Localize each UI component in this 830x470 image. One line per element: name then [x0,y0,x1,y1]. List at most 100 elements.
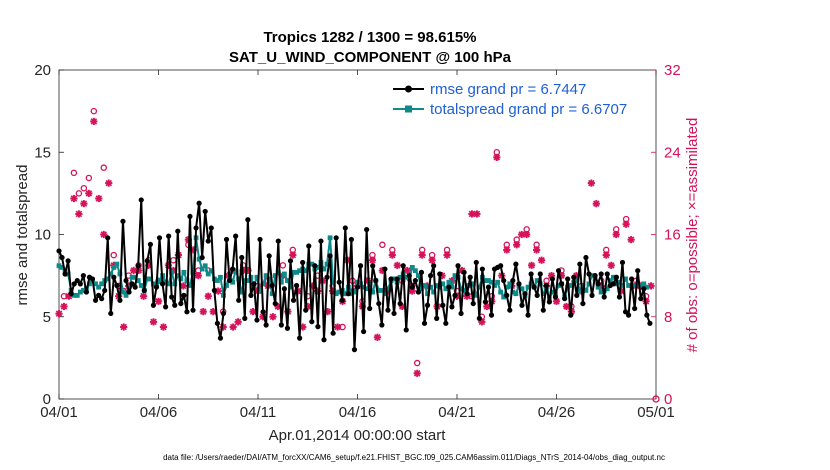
totalspread-point [321,266,327,272]
totalspread-point [275,269,281,275]
rmse-point [482,299,489,305]
obs-assimilated-point [612,230,620,239]
totalspread-point [620,283,625,288]
rmse-point [120,218,126,224]
obs-assimilated-point [105,179,113,187]
rmse-point [354,284,361,290]
obs-assimilated-point [607,261,615,269]
obs-possible-point [85,174,93,182]
rmse-point [284,325,291,331]
totalspread-point [163,279,169,285]
totalspread-point [595,284,601,290]
obs-assimilated-point [418,251,426,259]
rmse-point [324,274,330,280]
rmse-point [571,274,577,280]
obs-assimilated-point [234,318,242,326]
rmse-point [141,287,147,294]
totalspread-point [56,263,62,269]
totalspread-point [446,279,452,285]
x-tick-label: 05/01 [637,404,675,421]
obs-assimilated-point [443,251,451,259]
rmse-point [339,297,345,303]
y-right-tick-label: 0 [664,391,672,408]
rmse-point [452,292,458,298]
totalspread-point [626,283,631,288]
totalspread-point [641,281,647,287]
y-tick-label: 15 [34,144,51,161]
rmse-point [622,309,629,315]
rmse-point [525,312,531,318]
totalspread-point [111,265,117,270]
rmse-point [129,281,135,287]
rmse-point [409,284,415,290]
obs-assimilated-point [388,251,396,259]
totalspread-point [361,284,366,290]
totalspread-point [598,289,604,295]
obs-possible-point [413,359,421,367]
obs-assimilated-point [413,369,421,377]
rmse-point [178,300,184,307]
totalspread-point [452,273,458,279]
totalspread-point [99,281,105,287]
rmse-point [568,312,574,318]
rmse-point [138,197,144,203]
rmse-point [440,302,446,308]
x-tick-label: 04/06 [140,404,178,421]
rmse-point [111,274,117,280]
obs-assimilated-point [139,292,148,300]
plot-area [58,69,657,400]
rmse-point [552,294,559,300]
totalspread-point [196,256,202,262]
rmse-point [181,292,187,298]
totalspread-point [632,283,638,288]
rmse-point [102,287,108,294]
rmse-point [467,274,473,280]
rmse-point [589,292,595,298]
rmse-point [382,266,388,272]
totalspread-point [504,284,510,290]
totalspread-point [534,278,540,283]
totalspread-point [333,291,339,297]
obs-assimilated-point [493,153,501,161]
rmse-point [528,271,534,277]
totalspread-point [230,279,236,285]
rmse-point [260,309,266,315]
rmse-point [610,281,616,287]
totalspread-point [586,281,592,287]
rmse-point [613,274,619,280]
totalspread-point [315,265,321,270]
totalspread-point [263,273,269,279]
totalspread-point [166,281,172,287]
totalspread-point [144,276,150,282]
rmse-point [281,286,287,292]
totalspread-point [65,271,71,277]
rmse-series [56,197,653,353]
totalspread-point [93,281,98,287]
totalspread-point [638,283,644,288]
rmse-point [123,277,129,284]
totalspread-point [464,283,470,288]
totalspread-point [610,274,616,280]
totalspread-point [330,279,336,285]
rmse-point [546,299,552,305]
rmse-point [248,292,254,298]
totalspread-point [202,263,208,269]
obs-assimilated-point [368,256,377,264]
rmse-point [638,296,644,302]
rmse-point [117,297,123,303]
totalspread-point [556,283,561,288]
totalspread-point [199,266,205,272]
rmse-point [558,281,565,287]
x-tick-label: 04/11 [240,404,276,421]
totalspread-point [498,289,504,295]
totalspread-point [519,286,525,292]
rmse-point [333,235,339,241]
x-tick-label: 04/01 [40,404,78,421]
rmse-point [400,263,406,269]
totalspread-point [370,289,376,295]
obs-possible-point [90,107,98,115]
totalspread-point [513,291,519,297]
totalspread-point [352,289,357,295]
totalspread-point [260,281,266,287]
y-axis-left: 0 5 10 15 20 [34,62,64,408]
